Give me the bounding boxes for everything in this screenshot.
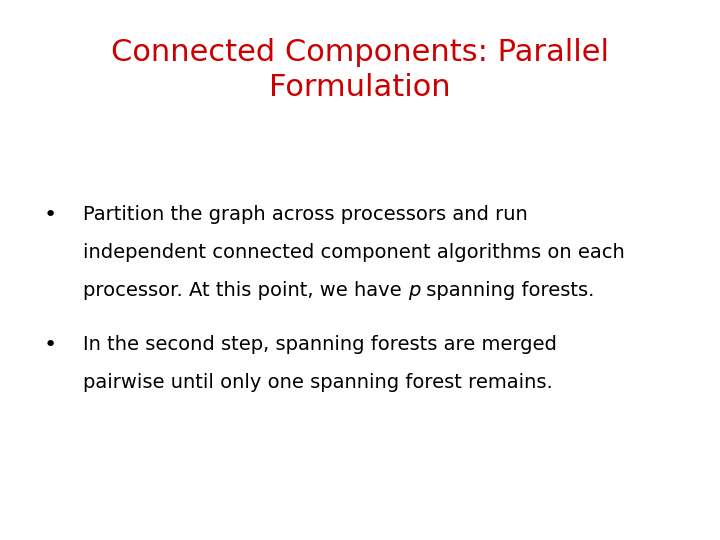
Text: spanning forests.: spanning forests. — [420, 281, 595, 300]
Text: pairwise until only one spanning forest remains.: pairwise until only one spanning forest … — [83, 373, 552, 392]
Text: •: • — [44, 205, 57, 225]
Text: Connected Components: Parallel
Formulation: Connected Components: Parallel Formulati… — [111, 38, 609, 102]
Text: p: p — [408, 281, 420, 300]
Text: In the second step, spanning forests are merged: In the second step, spanning forests are… — [83, 335, 557, 354]
Text: processor. At this point, we have: processor. At this point, we have — [83, 281, 408, 300]
Text: •: • — [44, 335, 57, 355]
Text: Partition the graph across processors and run: Partition the graph across processors an… — [83, 205, 528, 224]
Text: independent connected component algorithms on each: independent connected component algorith… — [83, 243, 624, 262]
